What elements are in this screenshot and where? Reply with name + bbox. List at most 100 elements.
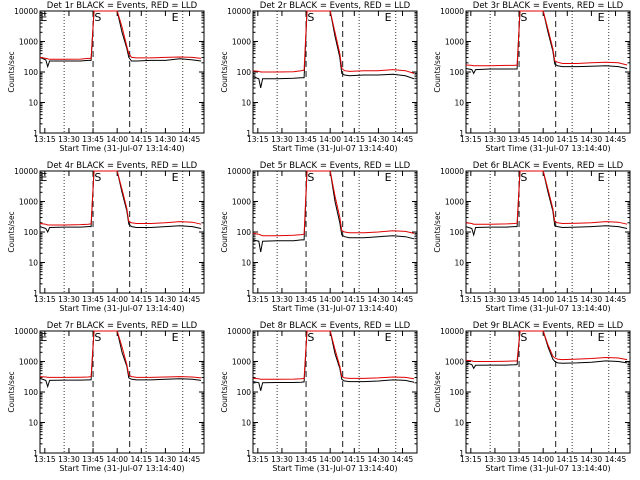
y-tick-label: 10000 [14,167,38,176]
y-tick-label: 1 [246,289,251,298]
chart-panel: Det 9r BLACK = Events, RED = LLD 1 10 100 10… [433,321,631,473]
chart-title: Det 7r BLACK = Events, RED = LLD [47,321,198,331]
x-tick-label: 13:15 [460,295,482,304]
y-tick-label: 1 [33,129,38,138]
lld-series-line [39,10,202,60]
x-tick-label: 14:15 [130,295,152,304]
x-tick-label: 14:45 [179,295,201,304]
x-axis-label: Start Time (31-Jul-07 13:14:40) [272,304,397,313]
plot-frame [252,170,418,294]
x-tick-label: 14:00 [319,455,341,464]
x-tick-label: 14:00 [106,295,128,304]
x-tick-label: 14:45 [605,135,627,144]
x-tick-label: 14:30 [155,135,177,144]
x-axis-label: Start Time (31-Jul-07 13:14:40) [272,464,397,473]
event-marker-label: S [520,11,527,24]
lld-series-line [465,170,628,225]
x-tick-label: 14:00 [532,135,554,144]
y-tick-label: 10 [241,259,251,268]
x-axis-label: Start Time (31-Jul-07 13:14:40) [272,144,397,153]
x-tick-label: 14:30 [581,455,603,464]
event-marker-label: E [40,11,47,24]
x-tick-label: 14:15 [343,455,365,464]
y-tick-label: 1 [33,289,38,298]
y-tick-label: 1000 [232,358,251,367]
y-tick-label: 1 [459,449,464,458]
lld-series-line [39,330,202,379]
event-marker-label: E [385,171,392,184]
x-tick-label: 13:15 [460,455,482,464]
y-tick-label: 1000 [19,198,38,207]
x-tick-label: 14:00 [319,295,341,304]
lld-series-line [252,330,415,380]
y-tick-label: 1000 [445,198,464,207]
y-axis-label: Counts/sec [220,51,229,92]
x-tick-label: 13:45 [295,135,317,144]
event-marker-label: E [385,331,392,344]
chart-panel: Det 7r BLACK = Events, RED = LLD 1 10 100 10… [7,321,205,473]
y-tick-label: 100 [237,388,252,397]
x-tick-label: 13:15 [34,455,56,464]
y-axis-label: Counts/sec [433,211,442,252]
chart-title: Det 1r BLACK = Events, RED = LLD [47,1,198,11]
y-tick-label: 10000 [440,327,464,336]
x-tick-label: 14:30 [581,295,603,304]
x-axis-label: Start Time (31-Jul-07 13:14:40) [59,304,184,313]
chart-panel: Det 5r BLACK = Events, RED = LLD 1 10 100 10… [220,161,418,313]
x-tick-label: 13:15 [34,295,56,304]
x-tick-label: 14:15 [556,295,578,304]
x-tick-label: 14:15 [556,455,578,464]
y-axis-label: Counts/sec [7,211,16,252]
chart-title: Det 5r BLACK = Events, RED = LLD [260,161,411,171]
y-tick-label: 10 [454,259,464,268]
y-tick-label: 100 [450,228,465,237]
x-tick-label: 14:00 [319,135,341,144]
event-marker-label: S [94,11,101,24]
x-tick-label: 14:45 [179,455,201,464]
x-tick-label: 13:45 [295,455,317,464]
x-tick-label: 14:15 [130,455,152,464]
x-tick-label: 13:30 [58,295,80,304]
y-tick-label: 1 [246,449,251,458]
y-tick-label: 100 [237,228,252,237]
event-marker-label: S [94,331,101,344]
x-axis-label: Start Time (31-Jul-07 13:14:40) [59,144,184,153]
x-tick-label: 14:30 [155,455,177,464]
x-tick-label: 14:00 [106,455,128,464]
lld-series-line [39,170,202,226]
y-axis-label: Counts/sec [433,51,442,92]
event-marker-label: S [307,331,314,344]
y-axis-label: Counts/sec [7,371,16,412]
x-tick-label: 13:15 [247,295,269,304]
y-axis-label: Counts/sec [7,51,16,92]
y-axis-label: Counts/sec [220,371,229,412]
y-tick-label: 1000 [232,38,251,47]
plot-frame [465,330,631,454]
y-tick-label: 1000 [19,38,38,47]
chart-title: Det 9r BLACK = Events, RED = LLD [473,321,624,331]
x-tick-label: 14:15 [130,135,152,144]
x-tick-label: 14:30 [368,455,390,464]
y-tick-label: 10 [454,419,464,428]
event-marker-label: E [385,11,392,24]
x-tick-label: 13:30 [271,135,293,144]
lld-series-line [252,170,415,237]
plot-frame [39,10,205,134]
x-tick-label: 13:30 [484,295,506,304]
x-tick-label: 14:15 [343,295,365,304]
y-tick-label: 1000 [445,38,464,47]
y-tick-label: 10000 [14,7,38,16]
chart-panel: Det 3r BLACK = Events, RED = LLD 1 10 100 10… [433,1,631,153]
x-tick-label: 14:00 [106,135,128,144]
y-tick-label: 100 [450,388,465,397]
event-marker-label: E [172,331,179,344]
x-tick-label: 13:15 [247,455,269,464]
x-tick-label: 14:45 [179,135,201,144]
x-tick-label: 13:15 [34,135,56,144]
y-axis-label: Counts/sec [433,371,442,412]
y-tick-label: 10 [241,99,251,108]
y-tick-label: 100 [24,228,39,237]
y-tick-label: 1 [459,129,464,138]
y-tick-label: 10000 [440,167,464,176]
